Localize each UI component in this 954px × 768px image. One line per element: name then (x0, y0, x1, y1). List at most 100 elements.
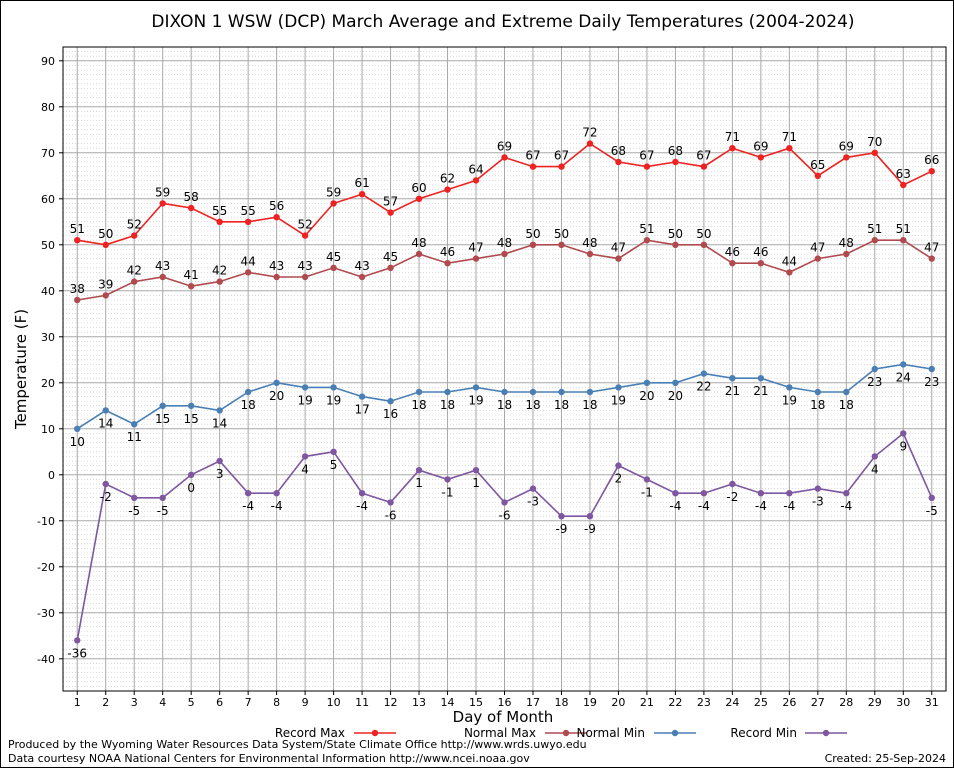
normal-min-point (729, 375, 736, 382)
record-min-point (501, 499, 508, 506)
normal-max-value-label: 50 (554, 227, 569, 241)
record-min-point (900, 430, 907, 437)
normal-max-point (672, 241, 679, 248)
normal-max-value-label: 47 (468, 241, 483, 255)
normal-min-point (586, 388, 594, 396)
normal-max-point (472, 255, 480, 262)
normal-min-point (472, 384, 480, 391)
normal-min-point (672, 379, 679, 386)
x-tick-label: 14 (441, 696, 455, 709)
y-tick-label: 60 (41, 193, 55, 206)
normal-min-value-label: 19 (297, 393, 312, 407)
normal-min-point (928, 365, 935, 373)
normal-min-value-label: 24 (896, 370, 911, 384)
y-axis-label: Temperature (F) (12, 309, 30, 430)
record-max-value-label: 58 (184, 190, 199, 204)
record-max-point (900, 181, 907, 189)
record-max-point (672, 158, 679, 166)
record-min-point (244, 490, 252, 497)
normal-min-point (415, 388, 423, 396)
normal-min-value-label: 18 (411, 398, 426, 412)
normal-min-value-label: 23 (924, 375, 939, 389)
normal-min-point (871, 365, 878, 373)
normal-max-value-label: 47 (810, 241, 825, 255)
x-axis-label: Day of Month (453, 708, 554, 726)
y-tick-label: 30 (41, 331, 55, 344)
x-tick-label: 17 (526, 696, 540, 709)
normal-min-value-label: 18 (241, 398, 256, 412)
record-min-value-label: -4 (669, 499, 681, 513)
normal-max-value-label: 46 (753, 245, 768, 259)
record-max-point (814, 172, 822, 179)
record-max-value-label: 51 (70, 222, 85, 236)
normal-min-value-label: 18 (582, 398, 597, 412)
y-tick-label: -30 (37, 607, 55, 620)
normal-max-value-label: 45 (326, 250, 341, 264)
legend-label-normal-min: Normal Min (576, 726, 645, 740)
record-max-point (757, 154, 765, 161)
record-max-value-label: 70 (867, 135, 882, 149)
normal-min-value-label: 18 (810, 398, 825, 412)
record-max-point (643, 163, 651, 170)
x-tick-label: 24 (725, 696, 739, 709)
normal-min-point (900, 361, 907, 368)
record-max-value-label: 71 (782, 130, 797, 144)
record-min-point (330, 448, 337, 455)
normal-min-point (273, 379, 280, 386)
normal-min-value-label: 18 (839, 398, 854, 412)
x-tick-label: 23 (697, 696, 711, 709)
record-min-point (757, 490, 765, 497)
normal-min-value-label: 20 (639, 389, 654, 403)
normal-max-point (558, 241, 565, 248)
normal-max-point (102, 292, 109, 299)
record-min-value-label: -4 (783, 499, 795, 513)
record-max-point (159, 200, 166, 207)
normal-max-value-label: 43 (297, 259, 312, 273)
x-tick-label: 5 (188, 696, 195, 709)
record-max-value-label: 65 (810, 158, 825, 172)
normal-min-value-label: 22 (696, 380, 711, 394)
normal-max-value-label: 50 (696, 227, 711, 241)
record-max-point (131, 232, 138, 239)
normal-max-value-label: 42 (127, 264, 142, 278)
normal-min-point (786, 384, 793, 391)
record-min-value-label: -2 (726, 490, 738, 504)
y-tick-label: 80 (41, 101, 55, 114)
record-min-point (700, 490, 708, 497)
record-min-value-label: -6 (499, 508, 511, 522)
record-min-value-label: -4 (356, 499, 368, 513)
normal-max-value-label: 48 (582, 236, 597, 250)
record-max-value-label: 55 (241, 204, 256, 218)
record-min-point (729, 480, 736, 488)
normal-min-point (159, 402, 166, 409)
x-tick-label: 26 (782, 696, 796, 709)
normal-max-point (700, 241, 708, 248)
record-max-value-label: 69 (753, 139, 768, 153)
record-max-point (358, 191, 366, 198)
x-tick-label: 10 (327, 696, 341, 709)
record-max-point (273, 214, 280, 221)
x-tick-label: 19 (583, 696, 597, 709)
x-tick-label: 2 (102, 696, 109, 709)
record-max-point (871, 149, 878, 156)
record-max-value-label: 69 (839, 139, 854, 153)
record-max-value-label: 60 (411, 181, 426, 195)
normal-max-point (187, 283, 195, 290)
normal-max-point (757, 260, 765, 267)
record-max-point (586, 140, 594, 147)
normal-min-point (330, 384, 337, 391)
record-max-point (501, 154, 508, 161)
normal-min-value-label: 19 (611, 393, 626, 407)
normal-min-value-label: 15 (184, 412, 199, 426)
normal-max-value-label: 44 (241, 254, 256, 268)
normal-max-point (729, 260, 736, 267)
record-max-point (786, 145, 793, 152)
record-min-point (928, 494, 935, 501)
normal-max-value-label: 42 (212, 264, 227, 278)
footer-created-date: Created: 25-Sep-2024 (825, 752, 946, 765)
record-min-point (74, 637, 81, 644)
normal-min-point (501, 388, 508, 396)
normal-max-value-label: 43 (155, 259, 170, 273)
y-tick-label: -20 (37, 561, 55, 574)
